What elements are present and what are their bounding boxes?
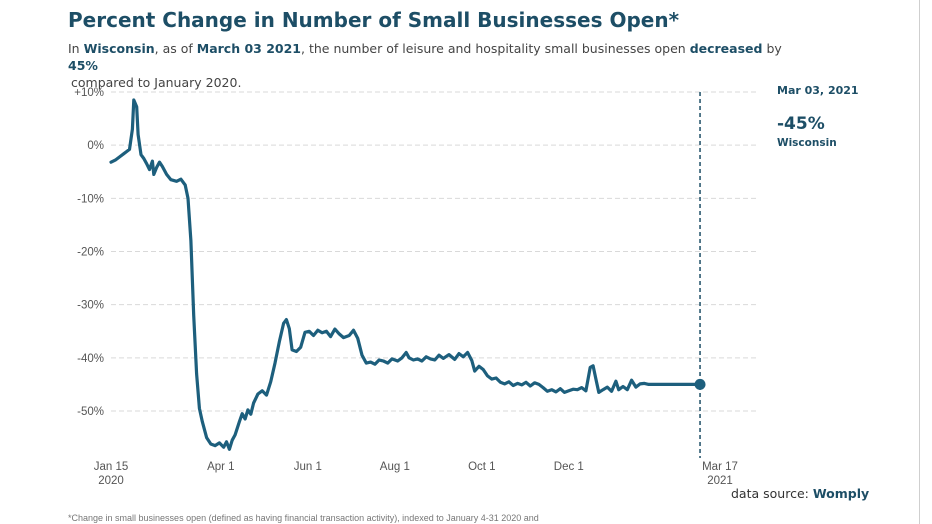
y-tick-label: -10%	[77, 193, 104, 205]
annotation-date: Mar 03, 2021	[777, 84, 859, 97]
chart-title: Percent Change in Number of Small Busine…	[68, 8, 680, 32]
x-tick-label: Apr 1	[207, 461, 235, 473]
series-line	[109, 98, 702, 451]
annotation-value: -45%	[777, 114, 825, 134]
subtitle-direction: decreased	[689, 41, 763, 56]
frame-border	[919, 0, 920, 524]
x-tick-label: Aug 1	[380, 461, 410, 473]
y-tick-label: -40%	[77, 353, 104, 365]
footnote: *Change in small businesses open (define…	[68, 513, 539, 523]
data-source: data source: Womply	[731, 486, 870, 501]
y-tick-label: -50%	[77, 406, 104, 418]
x-tick-year-label: 2021	[707, 475, 733, 487]
y-tick-label: -20%	[77, 247, 104, 259]
y-tick-label: -30%	[77, 300, 104, 312]
x-tick-label: Jun 1	[294, 461, 322, 473]
grid-lines	[111, 91, 757, 412]
data-source-name: Womply	[812, 486, 870, 501]
subtitle-date: March 03 2021	[196, 41, 302, 56]
x-tick-label: Dec 1	[554, 461, 584, 473]
y-tick-label: 0%	[87, 140, 104, 152]
x-tick-label: Mar 17	[702, 461, 738, 473]
subtitle-state: Wisconsin	[83, 41, 155, 56]
x-tick-label: Oct 1	[468, 461, 495, 473]
endpoint-marker	[694, 378, 706, 390]
y-axis-ticks: +10% 0% -10% -20% -30% -40% -50%	[74, 87, 104, 418]
y-tick-label: +10%	[74, 87, 104, 99]
subtitle-amount: 45%	[68, 58, 98, 73]
chart-subtitle: In Wisconsin, as of March 03 2021, the n…	[68, 40, 788, 91]
x-tick-label: Jan 15	[94, 461, 129, 473]
subtitle-line2: compared to January 2020.	[71, 75, 242, 90]
annotation-location: Wisconsin	[777, 137, 837, 149]
x-tick-year-label: 2020	[98, 475, 124, 487]
x-axis-ticks: Jan 15 2020 Apr 1 Jun 1 Aug 1 Oct 1 Dec 1 Mar 1…	[94, 461, 738, 487]
